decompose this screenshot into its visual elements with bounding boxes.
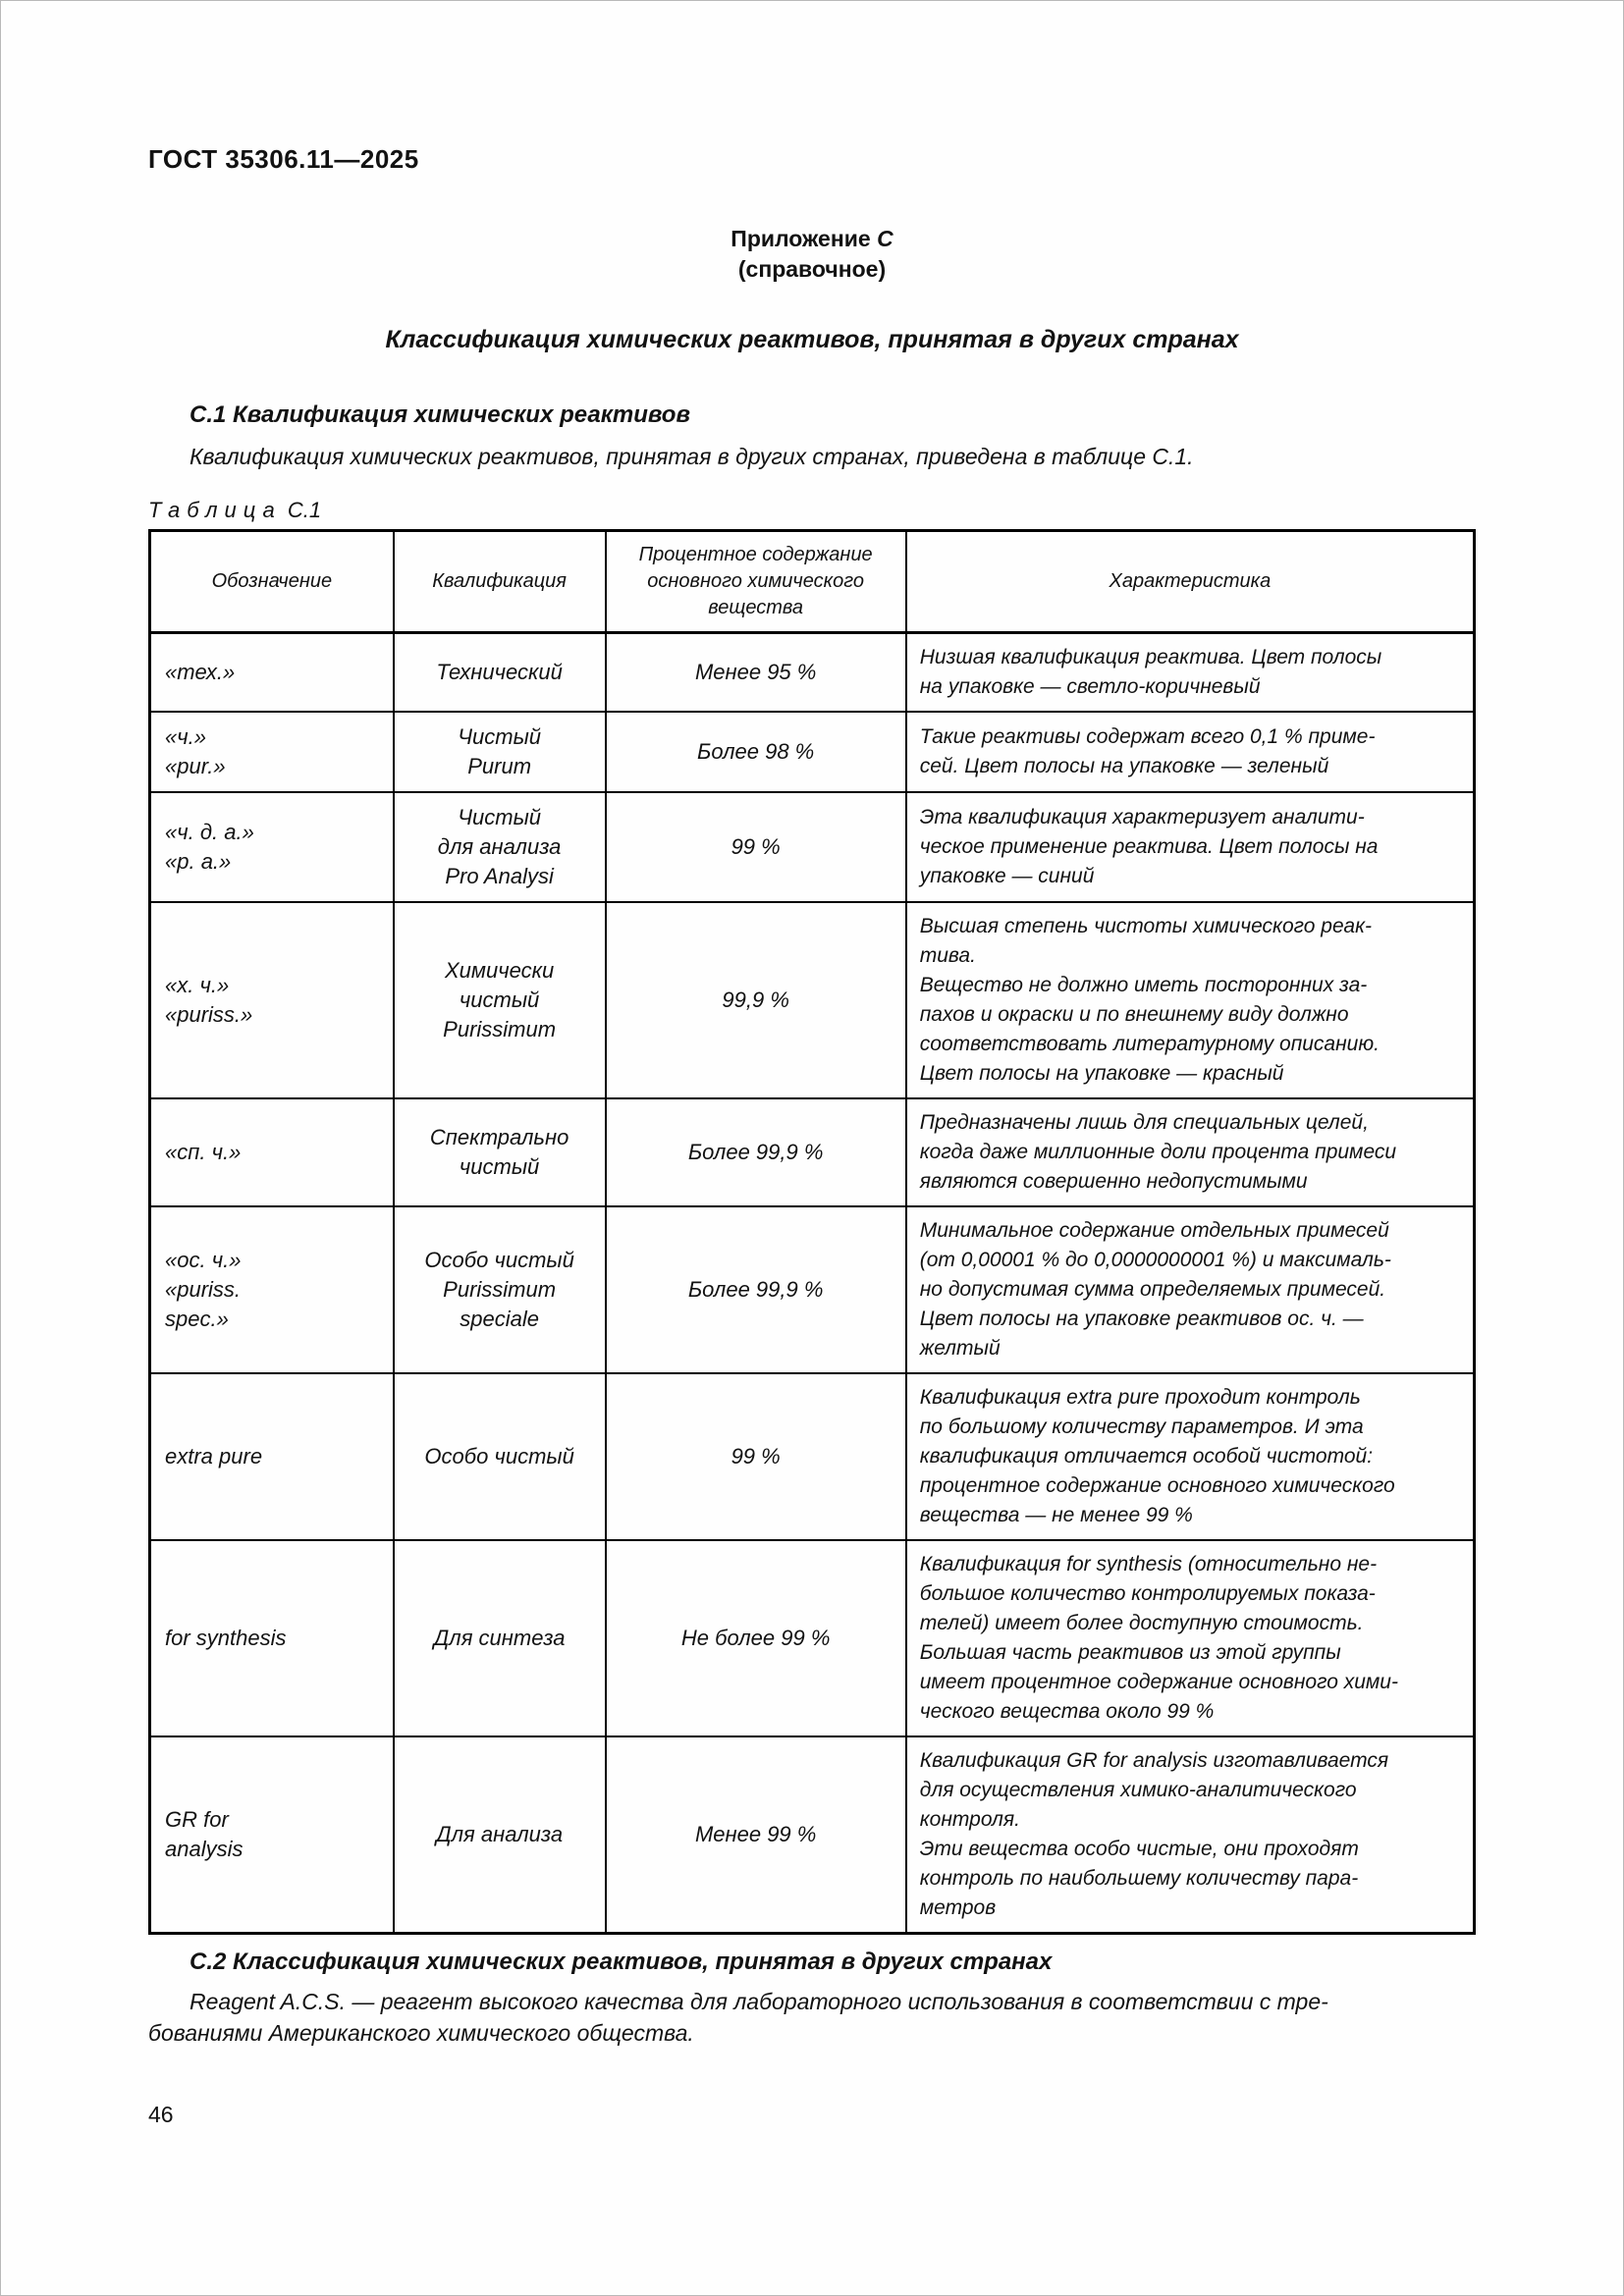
cell-percent: 99 % <box>604 1372 907 1541</box>
column-header-qualification: Квалификация <box>392 529 607 634</box>
cell-designation: for synthesis <box>148 1539 395 1737</box>
cell-characteristic: Такие реактивы содержат всего 0,1 % прим… <box>904 711 1476 793</box>
page-title: Классификация химических реактивов, прин… <box>385 326 1239 353</box>
section-c2-heading: С.2 Классификация химических реактивов, … <box>189 1949 1053 1975</box>
cell-characteristic: Низшая квалификация реактива. Цвет полос… <box>904 631 1476 713</box>
cell-qualification: Для анализа <box>392 1735 607 1935</box>
cell-designation: GR for analysis <box>148 1735 395 1935</box>
table-caption-word: Таблица <box>148 498 282 522</box>
cell-qualification: Технический <box>392 631 607 713</box>
appendix-letter: С <box>877 226 893 251</box>
table-row: «ч.» «pur.» Чистый Purum Более 98 % Таки… <box>148 711 1476 793</box>
appendix-word: Приложение <box>731 226 871 251</box>
cell-percent: 99 % <box>604 791 907 903</box>
appendix-note: (справочное) <box>737 256 887 282</box>
appendix-label: Приложение С <box>148 224 1476 254</box>
table-header-row: Обозначение Квалификация Процентное соде… <box>148 529 1476 634</box>
page-number: 46 <box>148 2102 174 2127</box>
cell-designation: extra pure <box>148 1372 395 1541</box>
cell-characteristic: Квалификация extra pure проходит контрол… <box>904 1372 1476 1541</box>
page-content: ГОСТ 35306.11—2025 Приложение С (справоч… <box>148 1 1476 2128</box>
document-number: ГОСТ 35306.11—2025 <box>148 144 419 174</box>
table-row: GR for analysis Для анализа Менее 99 % К… <box>148 1735 1476 1935</box>
cell-characteristic: Квалификация for synthesis (относительно… <box>904 1539 1476 1737</box>
cell-percent: Более 98 % <box>604 711 907 793</box>
column-header-characteristic: Характеристика <box>904 529 1476 634</box>
section-c1-intro-paragraph: Квалификация химических реактивов, приня… <box>189 444 1194 469</box>
column-header-designation: Обозначение <box>148 529 395 634</box>
cell-designation: «х. ч.» «puriss.» <box>148 901 395 1099</box>
cell-characteristic: Высшая степень чистоты химического реак-… <box>904 901 1476 1099</box>
reagents-classification-table: Обозначение Квалификация Процентное соде… <box>148 529 1476 1935</box>
cell-designation: «сп. ч.» <box>148 1097 395 1207</box>
table-row: «тех.» Технический Менее 95 % Низшая ква… <box>148 631 1476 713</box>
table-row: extra pure Особо чистый 99 % Квалификаци… <box>148 1372 1476 1541</box>
cell-characteristic: Предназначены лишь для специальных целей… <box>904 1097 1476 1207</box>
cell-percent: Не более 99 % <box>604 1539 907 1737</box>
table-row: for synthesis Для синтеза Не более 99 % … <box>148 1539 1476 1737</box>
cell-qualification: Чистый Purum <box>392 711 607 793</box>
table-row: «ч. д. а.» «р. а.» Чистый для анализа Pr… <box>148 791 1476 903</box>
cell-designation: «ос. ч.» «puriss. spec.» <box>148 1205 395 1374</box>
table-row: «ос. ч.» «puriss. spec.» Особо чистый Pu… <box>148 1205 1476 1374</box>
cell-qualification: Для синтеза <box>392 1539 607 1737</box>
cell-percent: Более 99,9 % <box>604 1205 907 1374</box>
cell-characteristic: Квалификация GR for analysis изготавлива… <box>904 1735 1476 1935</box>
cell-qualification: Спектрально чистый <box>392 1097 607 1207</box>
cell-qualification: Чистый для анализа Pro Analysi <box>392 791 607 903</box>
table-caption: Таблица С.1 <box>148 498 1476 523</box>
cell-qualification: Особо чистый Purissimum speciale <box>392 1205 607 1374</box>
section-c2-paragraph: Reagent A.C.S. — реагент высокого качест… <box>148 1989 1328 2046</box>
table-row: «х. ч.» «puriss.» Химически чистый Puris… <box>148 901 1476 1099</box>
cell-designation: «ч.» «pur.» <box>148 711 395 793</box>
table-row: «сп. ч.» Спектрально чистый Более 99,9 %… <box>148 1097 1476 1207</box>
cell-designation: «тех.» <box>148 631 395 713</box>
cell-qualification: Особо чистый <box>392 1372 607 1541</box>
table-caption-number: С.1 <box>287 498 322 522</box>
cell-designation: «ч. д. а.» «р. а.» <box>148 791 395 903</box>
cell-percent: Более 99,9 % <box>604 1097 907 1207</box>
cell-characteristic: Минимальное содержание отдельных примесе… <box>904 1205 1476 1374</box>
cell-percent: 99,9 % <box>604 901 907 1099</box>
section-c1-heading: С.1 Квалификация химических реактивов <box>189 401 690 428</box>
column-header-percent: Процентное содержание основного химическ… <box>604 529 907 634</box>
cell-percent: Менее 95 % <box>604 631 907 713</box>
cell-qualification: Химически чистый Purissimum <box>392 901 607 1099</box>
cell-characteristic: Эта квалификация характеризует аналити- … <box>904 791 1476 903</box>
cell-percent: Менее 99 % <box>604 1735 907 1935</box>
